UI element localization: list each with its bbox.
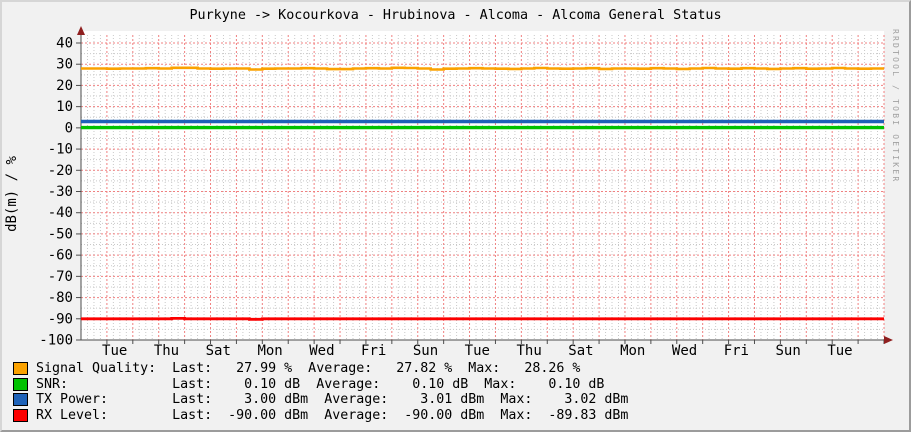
- x-tick-label: Tue: [102, 343, 127, 359]
- y-tick-label: -80: [48, 290, 73, 306]
- y-axis-arrow-icon: [77, 26, 85, 35]
- x-tick-label: Sat: [568, 343, 593, 359]
- y-axis-unit-label: dB(m) / %: [4, 156, 20, 232]
- x-tick-label: Sun: [776, 343, 801, 359]
- y-tick-label: 10: [56, 99, 73, 115]
- grid-minor: [81, 35, 884, 340]
- legend-color-swatch-icon: [13, 393, 28, 407]
- legend-row-text: Signal Quality: Last: 27.99 % Average: 2…: [36, 361, 581, 376]
- graph-title: Purkyne -> Kocourkova - Hrubinova - Alco…: [189, 8, 722, 23]
- legend-color-swatch-icon: [13, 409, 28, 423]
- y-tick-label: -30: [48, 184, 73, 200]
- x-axis-arrow-icon: [884, 336, 893, 344]
- y-tick-label: 0: [65, 120, 73, 136]
- x-tick-label: Sat: [206, 343, 231, 359]
- x-tick-label: Wed: [672, 343, 697, 359]
- legend-row-text: TX Power: Last: 3.00 dBm Average: 3.01 d…: [36, 392, 629, 408]
- x-tick-label: Thu: [516, 343, 541, 359]
- x-tick-label: Mon: [620, 343, 645, 359]
- x-tick-label: Wed: [309, 343, 334, 359]
- legend-row: TX Power: Last: 3.00 dBm Average: 3.01 d…: [2, 392, 909, 408]
- x-tick-label: Fri: [724, 343, 749, 359]
- x-tick-label: Sun: [413, 343, 438, 359]
- series-rx-level-line: [81, 317, 884, 321]
- y-tick-label: -90: [48, 311, 73, 327]
- axes: [77, 26, 893, 344]
- y-tick-label: -70: [48, 269, 73, 285]
- x-tick-label: Fri: [361, 343, 386, 359]
- legend-row-text: RX Level: Last: -90.00 dBm Average: -90.…: [36, 407, 629, 423]
- x-tick-label: Thu: [154, 343, 179, 359]
- y-tick-label: -40: [48, 205, 73, 221]
- y-tick-label: -10: [48, 142, 73, 158]
- legend-row-text: SNR: Last: 0.10 dB Average: 0.10 dB Max:…: [36, 376, 605, 392]
- legend-row: SNR: Last: 0.10 dB Average: 0.10 dB Max:…: [2, 377, 909, 393]
- y-tick-label: 30: [56, 57, 73, 73]
- x-tick-label: Tue: [827, 343, 852, 359]
- legend-color-swatch-icon: [13, 362, 28, 376]
- axis-ticks-and-labels: 40 30 20 10 0 -10 -20 -30 -40 -50 -60 -70 -80 -90 -100…: [39, 36, 885, 359]
- x-tick-label: Mon: [257, 343, 282, 359]
- y-tick-label: -50: [48, 226, 73, 242]
- y-tick-label: 40: [56, 36, 73, 52]
- legend-color-swatch-icon: [13, 377, 28, 391]
- y-tick-label: -60: [48, 248, 73, 264]
- legend-row: RX Level: Last: -90.00 dBm Average: -90.…: [2, 408, 909, 424]
- grid-major: [81, 35, 885, 340]
- y-tick-label: -20: [48, 163, 73, 179]
- rrdtool-watermark: RRDTOOL / TOBI OETIKER: [891, 29, 900, 184]
- y-tick-label: -100: [39, 333, 73, 349]
- legend-row: Signal Quality: Last: 27.99 % Average: 2…: [2, 361, 909, 377]
- legend: Signal Quality: Last: 27.99 % Average: 2…: [2, 361, 909, 423]
- series-signal-quality-line: [81, 66, 884, 71]
- x-tick-label: Tue: [465, 343, 490, 359]
- y-tick-label: 20: [56, 78, 73, 94]
